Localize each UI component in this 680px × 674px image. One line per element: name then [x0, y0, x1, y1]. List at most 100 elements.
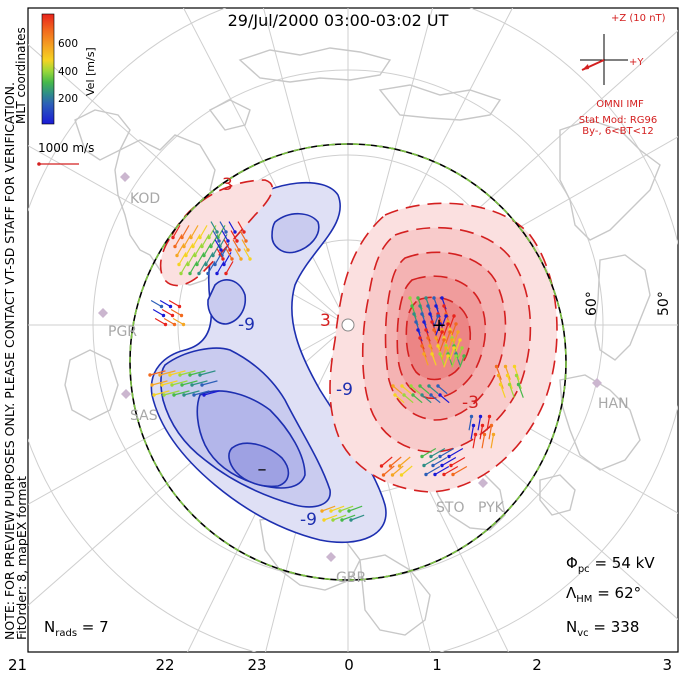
vector-origin	[329, 509, 333, 513]
vector-origin	[478, 414, 483, 419]
vector-origin	[452, 314, 456, 318]
vector-origin	[168, 373, 172, 377]
velocity-colorbar	[41, 13, 55, 125]
vector-origin	[496, 373, 501, 378]
vector-origin	[152, 393, 156, 397]
station-label: KOD	[130, 191, 160, 207]
vector-origin	[175, 253, 179, 258]
vector-origin	[173, 244, 177, 249]
velocity-vectors	[148, 221, 524, 522]
velocity-vector	[169, 370, 186, 376]
velocity-vector	[198, 261, 207, 274]
vector-origin	[179, 313, 184, 318]
velocity-vector	[392, 385, 403, 395]
velocity-vector	[163, 390, 180, 396]
velocity-vector	[433, 329, 439, 342]
vector-origin	[224, 230, 228, 234]
velocity-vector	[348, 505, 363, 512]
velocity-vector	[439, 447, 455, 458]
velocity-vector	[341, 514, 356, 521]
imf-y-label: +Y	[629, 57, 644, 68]
velocity-vector	[423, 456, 439, 467]
vector-origin	[331, 518, 335, 522]
vector-origin	[452, 346, 456, 350]
velocity-vector	[163, 317, 175, 326]
velocity-vector	[437, 345, 443, 358]
velocity-vector	[450, 456, 466, 467]
positive-cell-fill	[329, 202, 558, 493]
preview-note: NOTE: FOR PREVIEW PURPOSES ONLY. PLEASE …	[2, 82, 17, 640]
velocity-vector	[201, 234, 210, 247]
vector-origin	[420, 454, 424, 459]
velocity-vector	[181, 380, 198, 386]
velocity-vector	[421, 345, 427, 358]
vector-origin	[482, 432, 487, 437]
station-markers	[98, 172, 602, 562]
vector-origin	[397, 464, 402, 468]
vector-origin	[414, 320, 418, 324]
velocity-vector	[239, 230, 247, 242]
velocity-vector	[216, 248, 224, 260]
contour-label: -9	[336, 380, 353, 400]
velocity-vector	[180, 261, 189, 274]
vector-origin	[160, 383, 164, 387]
vector-origin	[178, 373, 182, 377]
vector-origin	[431, 463, 435, 468]
velocity-vector	[330, 505, 345, 512]
velocity-vector	[441, 315, 447, 328]
velocity-vector	[170, 308, 182, 317]
vector-origin	[487, 414, 492, 419]
vector-origin	[469, 414, 474, 419]
vector-origin	[416, 296, 420, 300]
velocity-vector	[431, 353, 437, 366]
vector-origin	[429, 454, 433, 459]
velocity-vector	[401, 465, 413, 476]
velocity-vector	[321, 505, 336, 512]
mlt-label: 2	[532, 656, 542, 674]
velocity-vector	[515, 375, 522, 389]
velocity-vector	[447, 339, 453, 352]
velocity-vector	[192, 234, 201, 247]
vector-origin	[410, 304, 414, 308]
vector-origin	[163, 322, 168, 327]
velocity-vector	[399, 456, 411, 467]
velocity-vector	[392, 465, 404, 476]
velocity-vector	[199, 225, 208, 238]
vector-origin	[507, 382, 512, 387]
vector-origin	[449, 463, 453, 468]
vector-origin	[442, 472, 446, 477]
velocity-vector	[430, 447, 446, 458]
vector-origin	[347, 509, 351, 513]
vector-origin	[422, 320, 426, 324]
contour-label: -9	[300, 510, 317, 530]
velocity-vector	[441, 297, 447, 310]
vector-origin	[420, 393, 424, 397]
velocity-vector	[193, 390, 210, 396]
velocity-vector	[150, 299, 162, 308]
vector-origin	[224, 271, 228, 276]
vector-origin	[177, 262, 181, 267]
velocity-vector	[468, 416, 473, 431]
velocity-vector	[232, 239, 240, 251]
vector-origin	[239, 257, 243, 261]
velocity-vector	[210, 221, 218, 233]
vector-origin	[171, 235, 175, 240]
vector-origin	[381, 473, 386, 477]
negative-cell-fill	[150, 181, 387, 544]
vector-origin	[428, 344, 432, 348]
velocity-vector	[401, 385, 412, 395]
imf-source: OMNI IMF	[596, 99, 644, 110]
velocity-vector	[508, 384, 515, 398]
velocity-vector	[199, 370, 216, 376]
vector-origin	[215, 230, 219, 234]
vector-origin	[458, 338, 462, 342]
velocity-vector	[383, 465, 395, 476]
vector-origin	[418, 304, 422, 308]
velocity-vector	[174, 234, 183, 247]
velocity-vector	[417, 297, 423, 310]
velocity-vector	[410, 385, 421, 395]
velocity-vector	[513, 366, 520, 380]
contour-label: 3	[222, 175, 233, 195]
velocity-vector	[183, 390, 200, 396]
velocity-vector	[172, 225, 181, 238]
